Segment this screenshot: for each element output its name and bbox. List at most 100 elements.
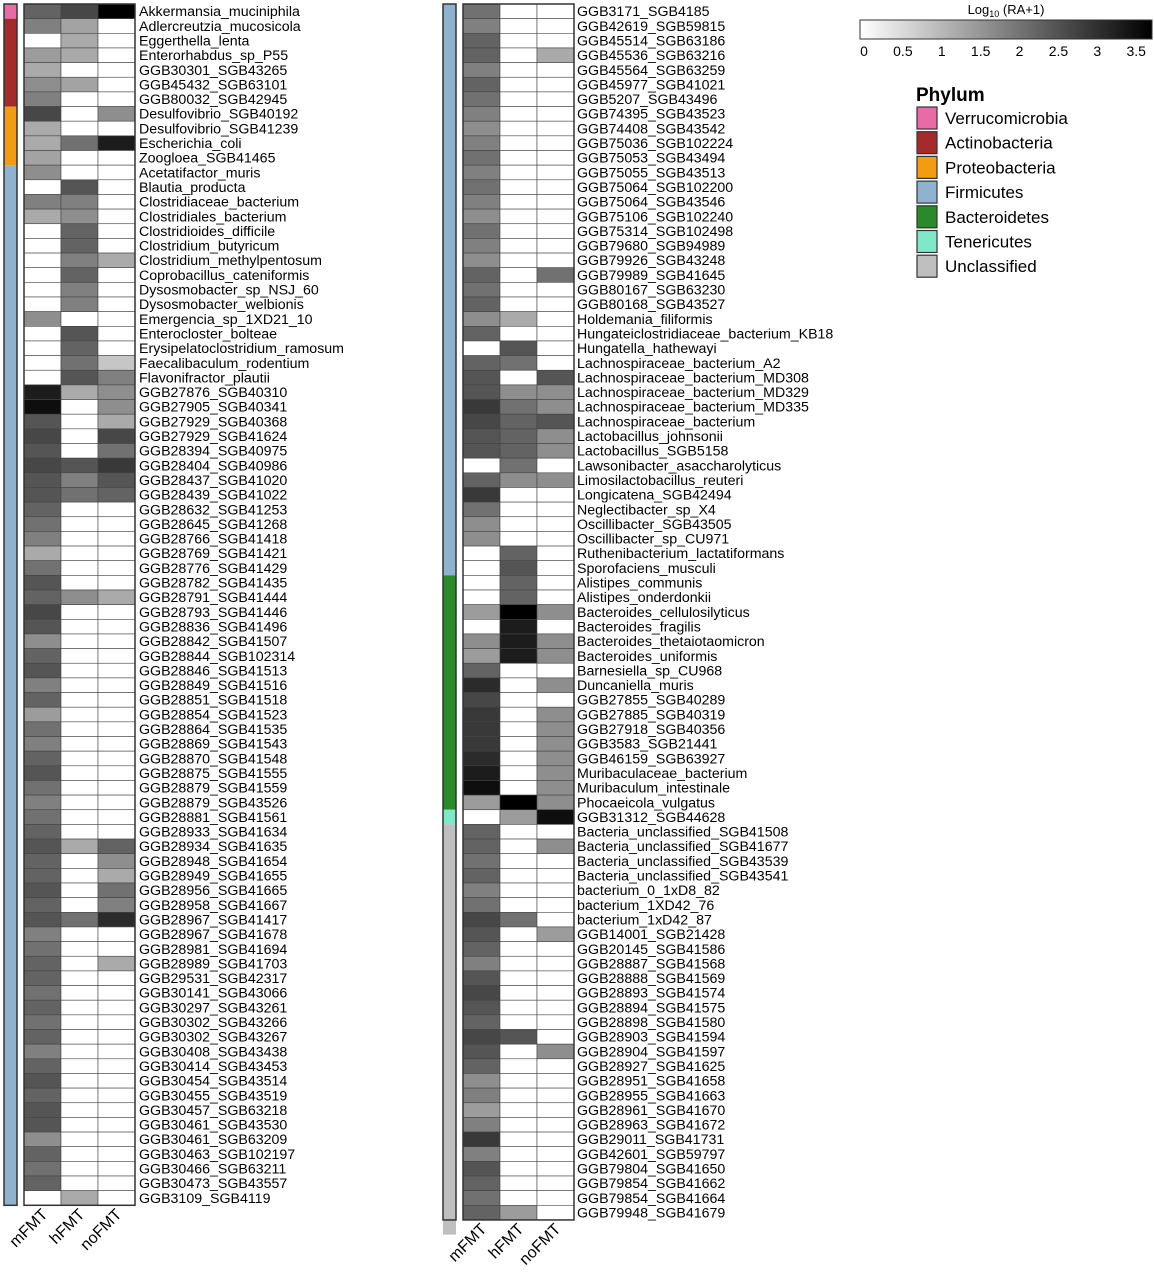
heatmap-cell <box>462 399 501 415</box>
heatmap-cell <box>536 47 575 63</box>
heatmap-cell <box>23 1043 62 1060</box>
row-label: GGB28849_SGB41516 <box>139 678 287 694</box>
heatmap-cell <box>60 868 99 884</box>
heatmap-cell <box>23 472 62 488</box>
heatmap-cell <box>462 18 501 34</box>
heatmap-cell <box>97 618 136 635</box>
heatmap-cell <box>23 706 62 723</box>
heatmap-cell <box>23 955 62 972</box>
heatmap-cell <box>23 1087 62 1104</box>
heatmap-cell <box>462 531 501 547</box>
row-label: GGB79804_SGB41650 <box>577 1162 725 1178</box>
heatmap-cell <box>462 282 501 298</box>
heatmap-cell <box>60 106 99 122</box>
heatmap-cell <box>60 340 99 356</box>
row-label: GGB79854_SGB41664 <box>577 1191 725 1207</box>
heatmap-cell <box>23 223 62 239</box>
row-label: Lactobacillus_SGB5158 <box>577 444 729 460</box>
heatmap-cell <box>23 985 62 1001</box>
heatmap-cell <box>97 325 136 342</box>
row-label: Oscillibacter_sp_CU971 <box>577 532 729 548</box>
heatmap-cell <box>536 18 575 34</box>
row-label: Bacteroides_cellulosilyticus <box>577 605 750 621</box>
row-label: Lawsonibacter_asaccharolyticus <box>577 458 781 474</box>
heatmap-cell <box>23 106 62 122</box>
heatmap-cell <box>499 1014 538 1030</box>
heatmap-cell <box>23 340 62 356</box>
row-label: GGB29011_SGB41731 <box>577 1132 724 1148</box>
row-label: GGB45977_SGB41021 <box>577 77 725 93</box>
heatmap-cell <box>97 369 136 386</box>
heatmap-cell <box>23 267 62 283</box>
heatmap-cell <box>536 1102 575 1118</box>
heatmap-cell <box>97 3 136 19</box>
heatmap-cell <box>536 970 575 986</box>
heatmap-cell <box>499 765 538 781</box>
colorbar-tick-label: 2 <box>1016 43 1024 59</box>
row-label: Muribaculaceae_bacterium <box>577 766 747 782</box>
heatmap-cell <box>97 882 136 898</box>
heatmap-cell <box>499 882 538 898</box>
heatmap-cell <box>97 545 136 561</box>
heatmap-cell <box>462 750 501 767</box>
heatmap-cell <box>60 1073 99 1089</box>
heatmap-cell <box>462 369 501 386</box>
heatmap-cell <box>97 1029 136 1045</box>
heatmap-cell <box>97 164 136 181</box>
heatmap-cell <box>499 443 538 459</box>
heatmap-cell <box>462 677 501 693</box>
row-label: Desulfovibrio_SGB41239 <box>139 121 298 137</box>
heatmap-cell <box>23 487 62 503</box>
heatmap-cell <box>462 355 501 371</box>
heatmap-cell <box>60 282 99 298</box>
heatmap-cell <box>462 1102 501 1118</box>
row-label: GGB42619_SGB59815 <box>577 19 725 35</box>
heatmap-cell <box>499 267 538 283</box>
heatmap-cell <box>97 706 136 723</box>
heatmap-cell <box>23 780 62 796</box>
heatmap-cell <box>536 355 575 371</box>
heatmap-cell <box>97 1043 136 1060</box>
row-label: GGB28934_SGB41635 <box>139 839 287 855</box>
heatmap-cell <box>462 1029 501 1045</box>
heatmap-cell <box>462 238 501 254</box>
heatmap-cell <box>97 868 136 884</box>
heatmap-cell <box>97 589 136 605</box>
heatmap-cell <box>60 1131 99 1148</box>
row-label: Sporofaciens_musculi <box>577 561 716 577</box>
heatmap-cell <box>23 882 62 898</box>
heatmap-cell <box>23 633 62 649</box>
heatmap-cell <box>60 179 99 195</box>
row-label: GGB28791_SGB41444 <box>139 590 287 606</box>
heatmap-cell <box>499 91 538 107</box>
heatmap-cell <box>462 765 501 781</box>
heatmap-cell <box>462 648 501 664</box>
heatmap-cell <box>97 501 136 518</box>
heatmap-cell <box>536 413 575 430</box>
heatmap-cell <box>536 575 575 591</box>
row-label: GGB31312_SGB44628 <box>577 810 725 826</box>
heatmap-border <box>462 3 575 1221</box>
heatmap-cell <box>536 824 575 840</box>
heatmap-cell <box>499 47 538 63</box>
heatmap-cell <box>462 589 501 605</box>
heatmap-cell <box>499 457 538 474</box>
heatmap-cell <box>60 941 99 957</box>
heatmap-cell <box>462 970 501 986</box>
heatmap-cell <box>499 179 538 195</box>
heatmap-cell <box>60 47 99 63</box>
heatmap-cell <box>536 516 575 532</box>
heatmap-cell <box>462 340 501 356</box>
heatmap-cell <box>97 18 136 34</box>
row-label: Bacteria_unclassified_SGB41677 <box>577 839 788 855</box>
phylum-strip-block <box>4 18 17 107</box>
row-label: GGB30302_SGB43267 <box>139 1030 287 1046</box>
heatmap-cell <box>462 545 501 561</box>
heatmap-cell <box>60 765 99 781</box>
heatmap-cell <box>499 1043 538 1060</box>
row-label: GGB28844_SGB102314 <box>139 649 295 665</box>
heatmap-cell <box>499 325 538 342</box>
row-label: Blautia_producta <box>139 180 246 196</box>
heatmap-cell <box>23 999 62 1016</box>
